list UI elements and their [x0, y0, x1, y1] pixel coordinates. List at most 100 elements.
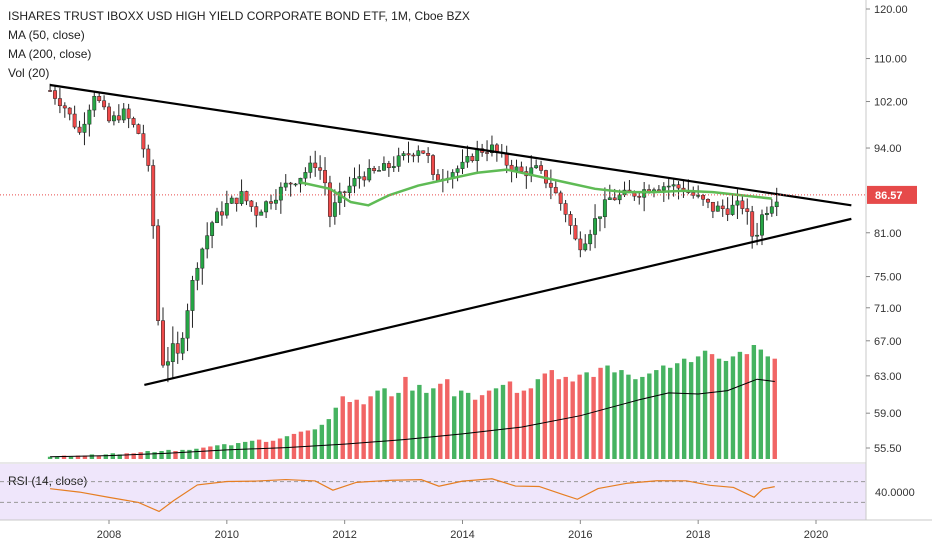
volume-bar — [54, 456, 60, 459]
volume-bar — [633, 379, 638, 459]
volume-bar — [542, 373, 548, 459]
candle-body — [97, 96, 102, 101]
candle-body — [259, 211, 264, 216]
volume-bar — [319, 424, 325, 459]
candle-body — [563, 203, 568, 215]
volume-bar — [117, 454, 122, 459]
candle-body — [416, 150, 421, 156]
candle-body — [426, 153, 431, 156]
candle-body — [421, 150, 426, 154]
candle-body — [288, 182, 293, 185]
candle-body — [740, 200, 745, 209]
volume-bar — [312, 429, 318, 459]
volume-bar — [695, 356, 701, 459]
rsi-pane[interactable] — [0, 464, 866, 520]
candle-body — [357, 176, 362, 179]
candle-body — [298, 177, 303, 185]
candle-body — [62, 105, 67, 109]
volume-bar — [417, 384, 422, 459]
candle-body — [381, 163, 386, 171]
volume-bar — [619, 370, 624, 459]
candle-body — [195, 267, 200, 281]
candle-body — [701, 195, 706, 200]
candle-body — [637, 195, 642, 198]
ma50-line — [300, 168, 772, 207]
volume-bar — [654, 370, 659, 459]
candle-body — [386, 163, 391, 168]
rsi-layer — [0, 478, 866, 513]
price-tick-label: 71.00 — [874, 303, 902, 315]
volume-bar — [445, 379, 450, 459]
legend-ma200: MA (200, close) — [8, 47, 91, 61]
trendline-lower[interactable] — [144, 217, 852, 387]
candle-body — [77, 126, 82, 133]
candle-body — [87, 109, 92, 125]
candle-body — [126, 108, 131, 119]
volume-bar — [514, 392, 520, 459]
volume-bar — [507, 381, 513, 459]
volume-bar — [194, 448, 199, 459]
volume-bar — [361, 404, 366, 459]
candle-body — [303, 172, 308, 179]
volume-bar — [382, 388, 387, 459]
volume-bar — [584, 372, 589, 459]
last-price-badge — [867, 185, 917, 204]
price-tick-label: 59.00 — [874, 408, 902, 420]
candle-body — [612, 197, 617, 201]
time-tick-label: 2012 — [332, 529, 356, 541]
volume-bar — [110, 453, 115, 459]
time-tick-label: 2010 — [215, 529, 239, 541]
price-tick-label: 81.00 — [874, 228, 902, 240]
volume-bar — [305, 430, 311, 459]
volume-bar — [396, 392, 401, 459]
volume-bar — [570, 381, 575, 459]
volume-bar — [758, 349, 764, 459]
candle-body — [455, 168, 460, 173]
candle-body — [185, 310, 190, 339]
volume-bar — [326, 419, 332, 459]
volume-bar — [661, 365, 666, 459]
candle-body — [593, 218, 598, 235]
candle-body — [53, 90, 57, 99]
volume-ma-line — [50, 378, 775, 458]
trendline-upper[interactable] — [49, 83, 852, 207]
candle-body — [372, 168, 377, 172]
volume-bar — [500, 384, 506, 459]
candle-body — [111, 115, 116, 122]
candle-body — [774, 201, 779, 208]
volume-bar — [549, 370, 554, 459]
price-tick-label: 67.00 — [874, 336, 902, 348]
candle-body — [264, 201, 269, 213]
candle-body — [490, 144, 494, 154]
price-tick-label: 120.00 — [874, 4, 908, 16]
main-pane[interactable] — [0, 0, 866, 462]
candle-body — [323, 170, 327, 184]
candle-body — [121, 108, 126, 121]
time-axis[interactable]: 2008 2010 2012 2014 2016 2018 2020 — [97, 520, 828, 541]
volume-bar — [640, 376, 645, 459]
volume-bar — [403, 376, 408, 459]
volume-bar — [347, 402, 352, 459]
volume-bar — [765, 356, 770, 459]
price-axis[interactable]: 120.00 110.00 102.00 94.00 81.00 75.00 71.00 67… — [866, 4, 908, 455]
candle-body — [332, 202, 337, 217]
volume-bar — [145, 451, 150, 459]
volume-bar — [493, 388, 499, 459]
candle-body — [745, 208, 750, 212]
volume-bar — [424, 392, 429, 459]
volume-bar — [131, 453, 136, 459]
volume-bar — [744, 354, 750, 459]
candle-body — [273, 199, 278, 204]
volume-bar — [208, 446, 213, 459]
candle-body — [327, 182, 332, 217]
volume-bar — [688, 362, 694, 459]
candle-body — [539, 165, 544, 171]
candle-body — [318, 167, 323, 171]
rsi-label: RSI (14, close) — [8, 474, 87, 488]
candle-body — [730, 204, 735, 215]
candle-body — [706, 199, 710, 203]
candle-body — [696, 195, 701, 197]
volume-bar — [556, 379, 561, 459]
candle-body — [102, 100, 107, 108]
